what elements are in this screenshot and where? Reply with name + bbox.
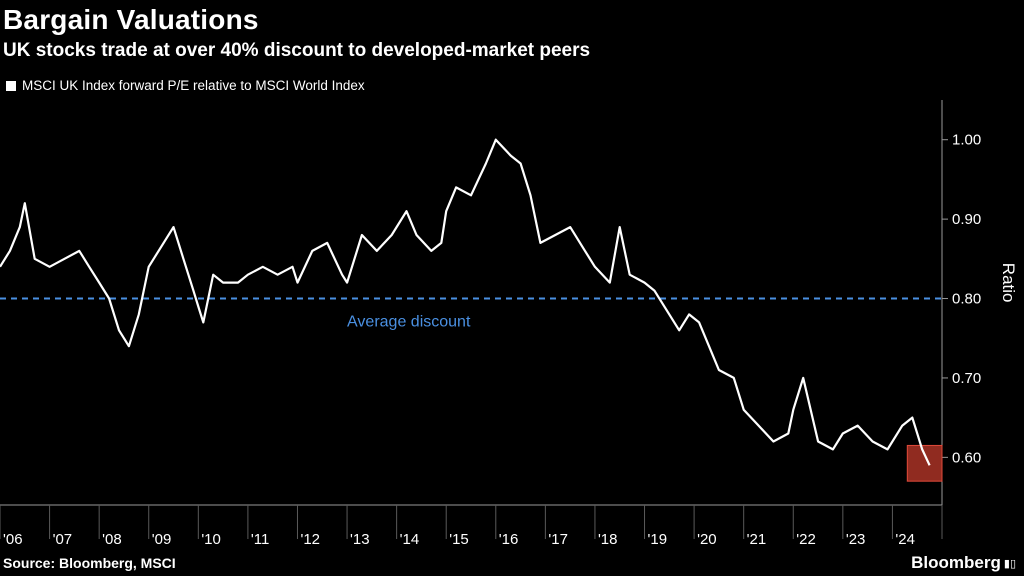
brand-label: Bloomberg: [911, 553, 1001, 572]
x-tick-label: '21: [747, 531, 767, 548]
x-tick-label: '23: [846, 531, 866, 548]
x-tick-label: '07: [53, 531, 73, 548]
x-tick-label: '06: [3, 531, 23, 548]
y-tick-label: 0.70: [952, 370, 981, 387]
legend-swatch: [6, 80, 16, 91]
source-note: Source: Bloomberg, MSCI: [3, 555, 176, 571]
y-axis-label: Ratio: [999, 263, 1018, 303]
y-tick-label: 0.80: [952, 291, 981, 308]
x-tick-label: '09: [152, 531, 172, 548]
x-tick-label: '13: [350, 531, 370, 548]
y-tick-label: 0.60: [952, 449, 981, 466]
y-tick-label: 0.90: [952, 211, 981, 228]
brand-logo: Bloomberg ▮▯: [911, 553, 1016, 573]
legend-label: MSCI UK Index forward P/E relative to MS…: [22, 78, 365, 93]
x-tick-label: '19: [648, 531, 668, 548]
x-tick-label: '11: [251, 531, 269, 548]
x-tick-label: '14: [400, 531, 420, 548]
x-tick-label: '15: [449, 531, 469, 548]
x-tick-label: '20: [697, 531, 717, 548]
chart-title: Bargain Valuations: [3, 4, 259, 35]
y-tick-label: 1.00: [952, 132, 981, 149]
x-tick-label: '24: [895, 531, 915, 548]
x-tick-label: '08: [102, 531, 122, 548]
x-tick-label: '17: [548, 531, 568, 548]
x-tick-label: '10: [201, 531, 221, 548]
bloomberg-logo-icon: ▮▯: [1003, 557, 1016, 570]
series-line: [0, 138, 931, 466]
legend: MSCI UK Index forward P/E relative to MS…: [6, 78, 365, 93]
x-tick-label: '18: [598, 531, 618, 548]
x-tick-label: '12: [300, 531, 320, 548]
highlight-box: [906, 444, 943, 482]
average-annotation: Average discount: [347, 314, 471, 331]
chart-subtitle: UK stocks trade at over 40% discount to …: [3, 40, 591, 61]
x-tick-label: '16: [499, 531, 519, 548]
x-tick-label: '22: [796, 531, 816, 548]
